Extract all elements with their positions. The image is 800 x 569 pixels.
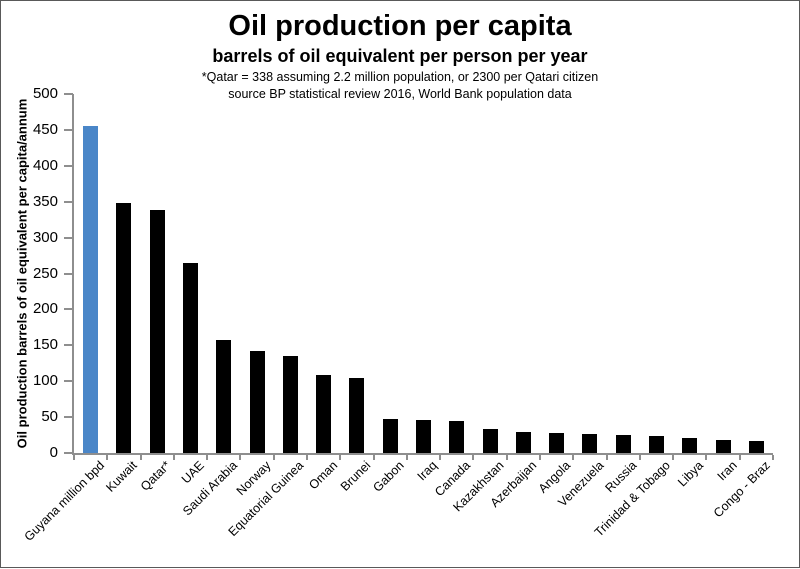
y-tick-mark: [64, 308, 73, 311]
x-tick-mark: [239, 455, 242, 460]
chart-title: Oil production per capita: [228, 10, 572, 42]
bar: [149, 210, 165, 453]
y-axis-tick-label: 250: [32, 264, 58, 282]
bar: [416, 419, 431, 453]
bar: [515, 432, 531, 453]
x-axis-tick-label: Libya: [674, 458, 706, 490]
bar: [282, 356, 298, 453]
bar: [316, 375, 332, 453]
x-tick-mark: [172, 455, 175, 460]
x-tick-mark: [272, 455, 275, 460]
x-axis-tick-label: Iran: [714, 458, 740, 484]
x-tick-mark: [572, 455, 575, 460]
bar: [183, 263, 198, 453]
y-axis-tick-label: 150: [32, 336, 58, 354]
x-tick-mark: [505, 455, 508, 460]
x-tick-mark: [772, 455, 774, 460]
x-axis-tick-label: Qatar*: [137, 458, 174, 494]
bar: [83, 126, 99, 453]
bar: [615, 435, 631, 453]
x-tick-mark: [139, 455, 142, 460]
x-tick-mark: [539, 455, 541, 460]
x-tick-mark: [306, 455, 308, 460]
x-tick-mark: [405, 455, 408, 460]
x-axis-tick-label: Guyana million bpd: [21, 458, 107, 544]
y-tick-mark: [64, 416, 73, 419]
x-tick-mark: [206, 455, 209, 460]
y-tick-mark: [64, 272, 73, 275]
y-axis-tick-label: 0: [49, 444, 58, 461]
y-axis-tick-label: 100: [32, 372, 58, 390]
x-axis-tick-label: Oman: [305, 458, 340, 493]
bar: [249, 351, 265, 453]
bar: [449, 421, 465, 453]
y-tick-mark: [64, 128, 73, 131]
chart-note-qatar: *Qatar = 338 assuming 2.2 million popula…: [201, 70, 599, 84]
bar: [349, 377, 365, 453]
bar: [216, 340, 232, 453]
y-axis-tick-label: 300: [32, 228, 58, 246]
x-tick-mark: [672, 455, 675, 460]
bar: [549, 432, 565, 453]
x-axis-tick-label: Kuwait: [103, 458, 141, 495]
x-tick-mark: [738, 455, 741, 460]
x-axis-line: [72, 453, 773, 455]
y-tick-mark: [64, 380, 73, 383]
x-tick-mark: [472, 455, 475, 460]
bar: [748, 440, 764, 453]
x-tick-mark: [439, 455, 442, 460]
x-tick-mark: [705, 455, 708, 460]
y-tick-mark: [64, 344, 73, 347]
chart-subtitle: barrels of oil equivalent per person per…: [212, 46, 588, 66]
x-tick-mark: [372, 455, 375, 460]
y-tick-mark: [64, 164, 73, 167]
y-axis-tick-label: 450: [32, 120, 58, 138]
x-tick-mark: [106, 455, 109, 460]
x-axis-tick-label: Gabon: [369, 458, 407, 495]
y-tick-mark: [64, 200, 73, 203]
chart-note-source: source BP statistical review 2016, World…: [228, 87, 572, 101]
x-tick-mark: [339, 455, 342, 460]
bar: [715, 440, 731, 453]
x-axis-tick-label: UAE: [178, 458, 207, 487]
bar: [649, 436, 664, 453]
y-axis-line: [72, 94, 74, 455]
y-axis-tick-label: 500: [32, 85, 58, 102]
y-axis-tick-label: 400: [32, 156, 58, 174]
bar: [482, 429, 498, 453]
bar: [116, 203, 132, 453]
x-axis-tick-label: Brunei: [337, 458, 374, 494]
x-tick-mark: [605, 455, 608, 460]
bar: [682, 437, 698, 453]
y-axis-tick-label: 200: [32, 300, 58, 318]
y-tick-mark: [64, 93, 73, 95]
x-axis-tick-label: Iraq: [414, 458, 440, 484]
y-axis-tick-label: 350: [32, 192, 58, 210]
x-tick-mark: [638, 455, 641, 460]
y-axis-tick-label: 50: [41, 408, 58, 426]
y-tick-mark: [64, 452, 73, 454]
x-tick-mark: [73, 455, 75, 460]
bar: [382, 418, 398, 453]
bar: [582, 434, 598, 453]
y-tick-mark: [64, 236, 73, 239]
